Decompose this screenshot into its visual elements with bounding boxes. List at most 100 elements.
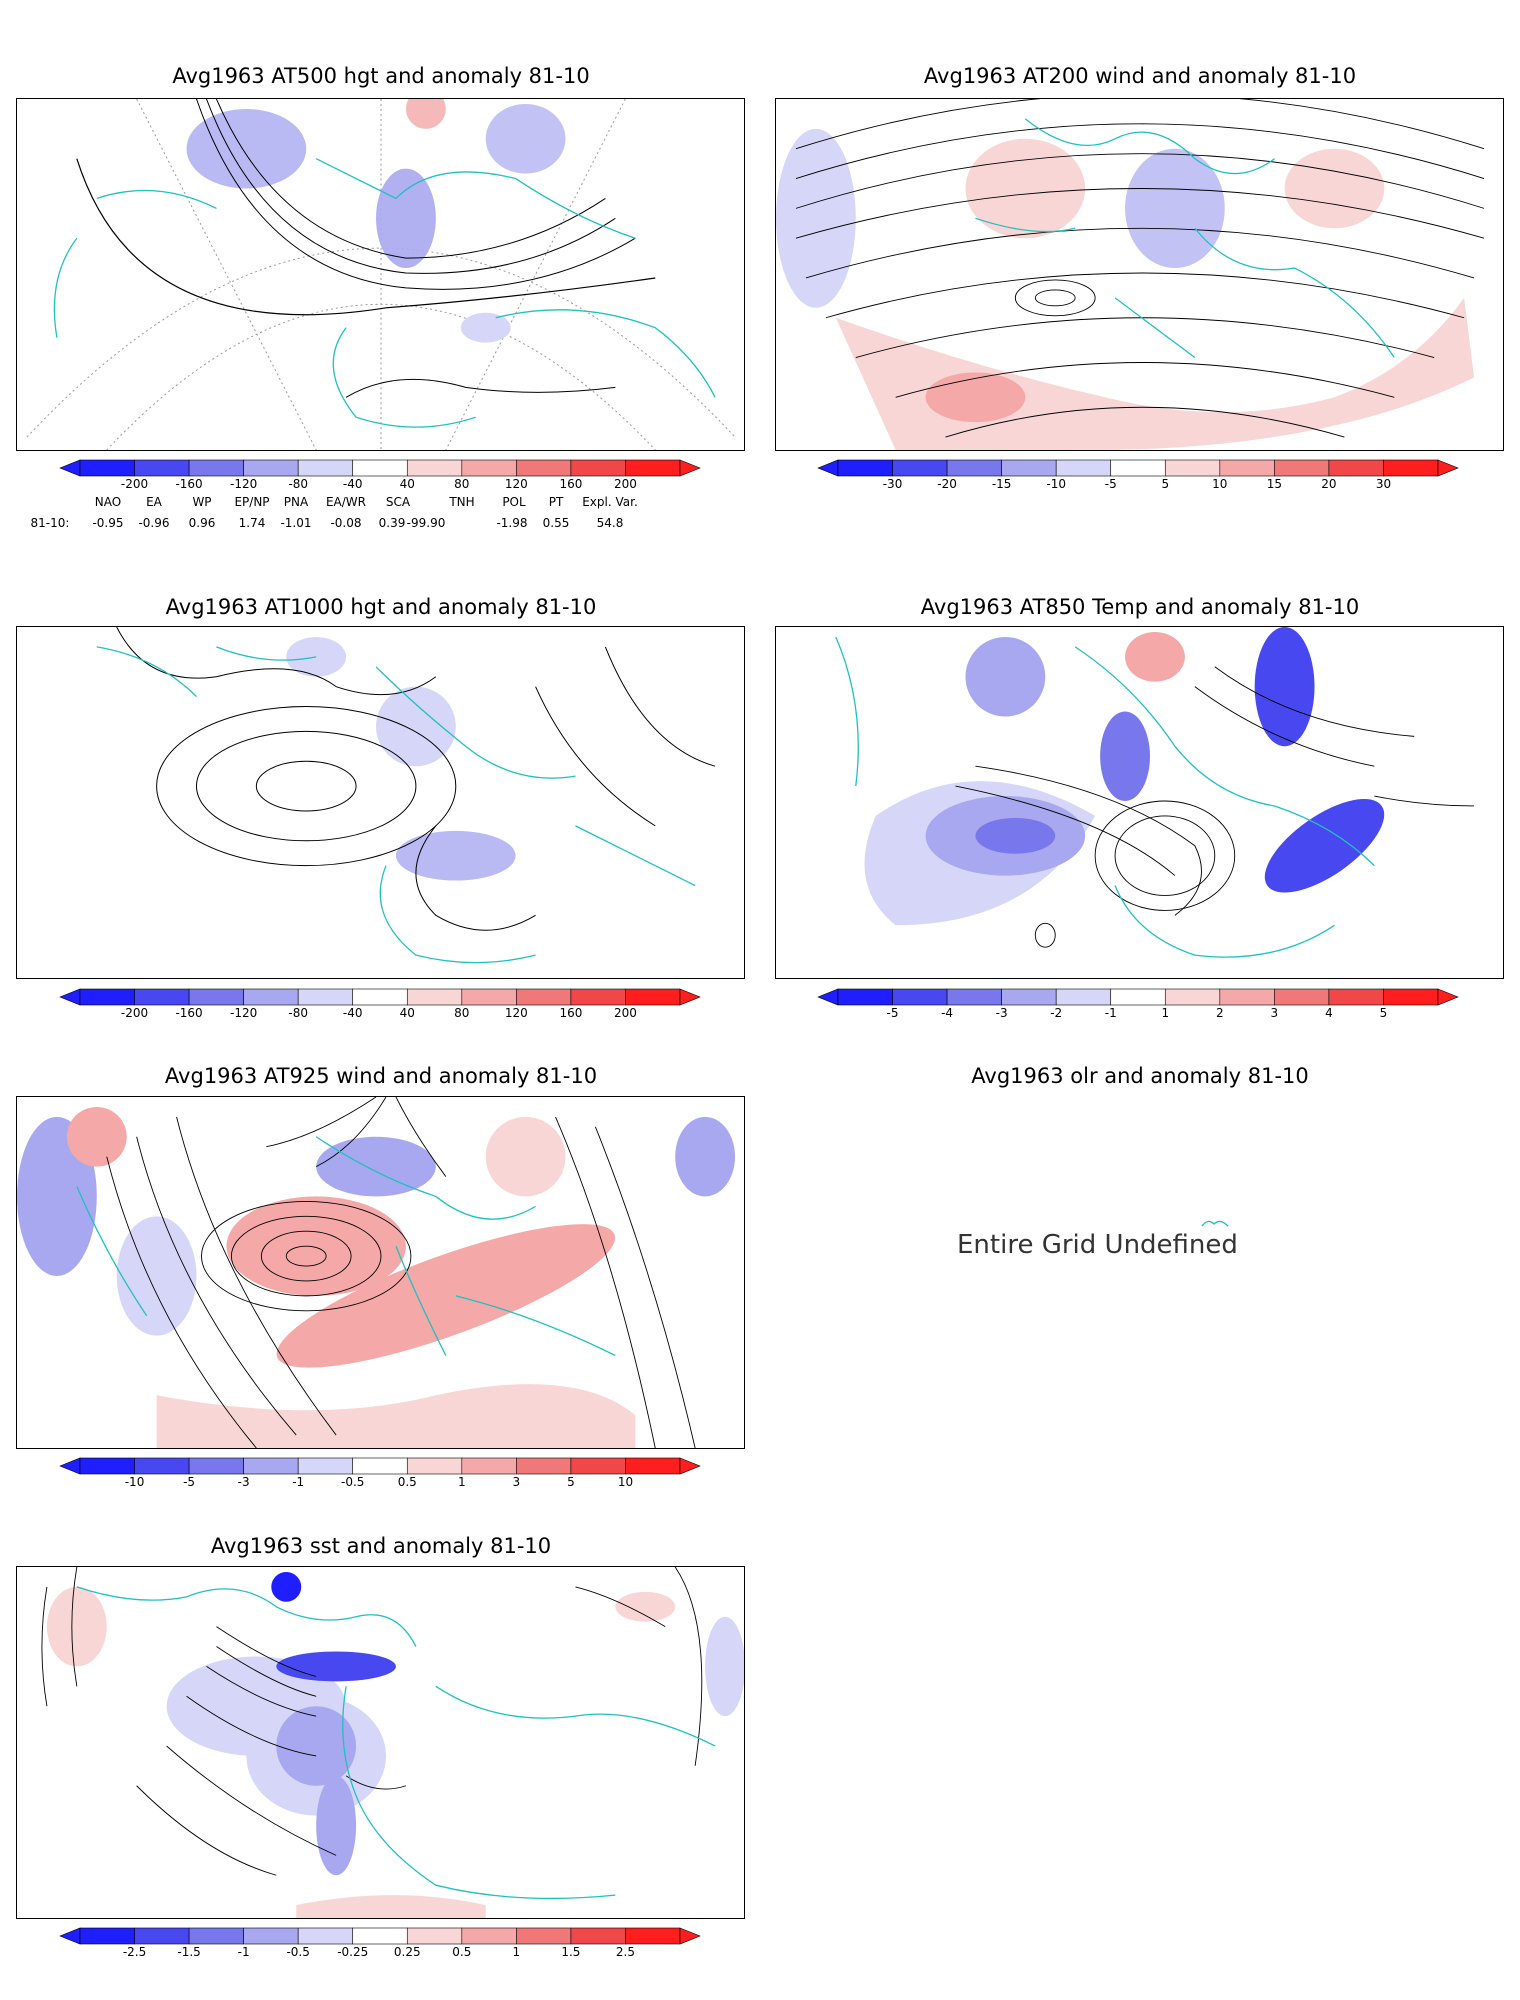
index-values: 81-10: -0.95 -0.96 0.96 1.74 -1.01 -0.08… [0,516,760,532]
colorbar-box [625,988,681,1006]
colorbar-tick-label: 10 [1212,477,1228,491]
map-at1000-svg [96,627,716,964]
colorbar-labels-at500: -200 -160 -120 -80 -40 40 80 120 160 200 [60,477,700,493]
index-header: EA [146,495,162,509]
colorbar-tick-label: -200 [120,1006,149,1020]
colorbar-tick-label: 2 [1215,1006,1224,1020]
colorbar-box [461,1927,517,1945]
colorbar-box [243,1457,299,1475]
colorbar-tick-label: 15 [1266,477,1282,491]
colorbar-arrow-low [59,988,81,1006]
colorbar-box [188,988,244,1006]
colorbar-box [461,988,517,1006]
colorbar-box [1383,459,1439,477]
colorbar-box [1110,459,1166,477]
colorbar-tick-label: 5 [1161,477,1170,491]
colorbar-tick-label: 120 [504,1006,528,1020]
index-header: EP/NP [234,495,270,509]
panel-title-at850: Avg1963 AT850 Temp and anomaly 81-10 [920,595,1360,619]
colorbar-box [1164,988,1221,1006]
colorbar-box [570,988,626,1006]
colorbar-box [79,459,135,477]
colorbar-tick-label: -120 [230,1006,258,1020]
colorbar-box [461,1457,517,1475]
colorbar-box [946,459,1002,477]
colorbar-tick-label: 2.5 [615,1945,635,1959]
colorbar-box [134,1457,190,1475]
colorbar-box [570,1457,626,1475]
map-at850-svg [835,627,1475,958]
colorbar-box [188,1457,244,1475]
colorbar-box [1274,459,1330,477]
colorbar-box [79,1457,135,1475]
colorbar-box [1055,459,1112,477]
colorbar-tick-label: 5 [1379,1006,1388,1020]
index-header: TNH [449,495,475,509]
index-value: -99.90 [406,516,446,530]
colorbar-arrow-high [679,459,701,477]
colorbar-box [1219,459,1275,477]
colorbar-tick-label: 1 [457,1475,466,1489]
colorbar-box [188,459,244,477]
colorbar-box [243,988,299,1006]
colorbar-box [570,1927,626,1945]
colorbar-box [1055,988,1112,1006]
colorbar-tick-label: -2 [1050,1006,1063,1020]
colorbar-box [243,1927,299,1945]
colorbar-tick-label: 4 [1325,1006,1333,1020]
colorbar-tick-label: -1 [237,1945,250,1959]
colorbar-tick-label: -160 [175,477,203,491]
colorbar-box [837,988,893,1006]
colorbar-tick-label: -15 [991,477,1012,491]
colorbar-tick-label: -40 [342,1006,363,1020]
index-header: WP [192,495,212,509]
colorbar-box [79,988,135,1006]
index-header: EA/WR [325,495,367,509]
colorbar-arrow-high [679,1457,701,1475]
map-at200 [775,98,1504,451]
index-value: -0.95 [92,516,124,530]
colorbar-box [625,459,681,477]
colorbar-tick-label: 1.5 [561,1945,581,1959]
map-at925-svg [17,1097,736,1448]
index-header: POL [502,495,526,509]
index-header: PNA [283,495,309,509]
colorbar-tick-label: -40 [342,477,363,491]
colorbar-tick-label: 120 [504,477,528,491]
colorbar-tick-label: -0.25 [337,1945,369,1959]
colorbar-tick-label: -1 [292,1475,305,1489]
colorbar-tick-label: -0.5 [286,1945,310,1959]
colorbar-arrow-low [817,988,839,1006]
colorbar-tick-label: -3 [237,1475,250,1489]
colorbar-labels-at200: -30 -20 -15 -10 -5 5 10 15 20 30 [818,477,1458,493]
colorbar-box [625,1457,681,1475]
colorbar-tick-label: -120 [230,477,258,491]
colorbar-tick-label: 40 [399,1006,415,1020]
colorbar-box [1274,988,1330,1006]
colorbar-tick-label: 200 [614,477,637,491]
colorbar-box [352,459,408,477]
map-at1000 [16,626,745,979]
colorbar-box [1110,988,1166,1006]
map-sst [16,1566,745,1919]
map-sst-svg [41,1567,744,1918]
colorbar-box [1328,988,1384,1006]
colorbar-box [1383,988,1439,1006]
colorbar-box [352,1457,408,1475]
index-value: -0.08 [330,516,362,530]
colorbar-tick-label: -5 [183,1475,196,1489]
index-header: NAO [94,495,122,509]
colorbar-arrow-low [59,1927,81,1945]
panel-title-sst: Avg1963 sst and anomaly 81-10 [210,1534,552,1558]
colorbar-at200 [817,459,1459,477]
colorbar-box [134,1927,190,1945]
colorbar-tick-label: 0.5 [397,1475,417,1489]
index-value: 1.74 [238,516,266,530]
colorbar-box [837,459,893,477]
colorbar-tick-label: 3 [512,1475,521,1489]
panel-title-at500: Avg1963 AT500 hgt and anomaly 81-10 [172,64,590,88]
colorbar-labels-at850: -5 -4 -3 -2 -1 1 2 3 4 5 [818,1006,1458,1022]
colorbar-tick-label: 160 [559,1006,583,1020]
colorbar-box [352,1927,408,1945]
colorbar-box [297,1927,354,1945]
